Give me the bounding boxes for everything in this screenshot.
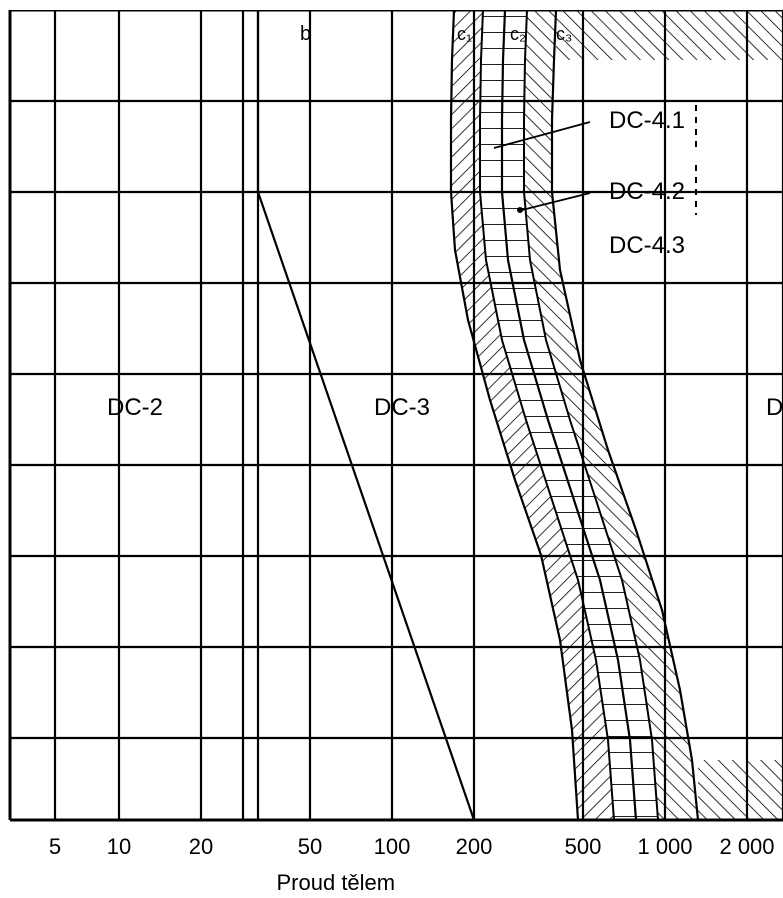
top-hatch [556,10,783,60]
xtick-200: 200 [456,834,493,859]
xtick-2000: 2 000 [719,834,774,859]
annot-c1: c₁ [457,24,472,44]
label-dc-right: D [766,394,783,421]
label-dc2: DC-2 [107,394,163,421]
label-dc43: DC-4.3 [609,232,685,259]
xtick-10: 10 [107,834,131,859]
xtick-50: 50 [298,834,322,859]
label-dc3: DC-3 [374,394,430,421]
label-dc42: DC-4.2 [609,178,685,205]
xtick-100: 100 [374,834,411,859]
xtick-5: 5 [49,834,61,859]
xtick-20: 20 [189,834,213,859]
bottom-right-hatch [698,760,783,820]
label-dc41: DC-4.1 [609,107,685,134]
xtick-500: 500 [565,834,602,859]
x-axis-label: Proud tělem [277,870,396,895]
dc-zones-chart: DC-2 DC-3 D DC-4.1 DC-4.2 DC-4.3 b c₁ c₂ c₃ 5 10 20 5… [0,0,783,898]
xtick-1000: 1 000 [637,834,692,859]
annot-c3: c₃ [556,24,572,44]
marker-dot [517,207,523,213]
annot-c2: c₂ [510,24,526,44]
annot-b: b [300,23,311,45]
